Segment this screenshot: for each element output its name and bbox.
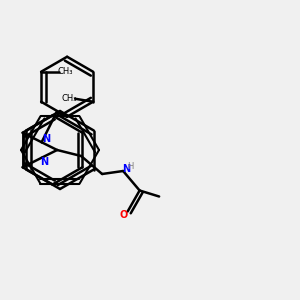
Text: CH₃: CH₃	[61, 94, 77, 103]
Text: CH₃: CH₃	[57, 67, 73, 76]
Text: N: N	[42, 134, 50, 144]
Text: H: H	[128, 162, 134, 171]
Text: N: N	[40, 157, 49, 167]
Text: N: N	[122, 164, 130, 175]
Text: O: O	[120, 209, 128, 220]
